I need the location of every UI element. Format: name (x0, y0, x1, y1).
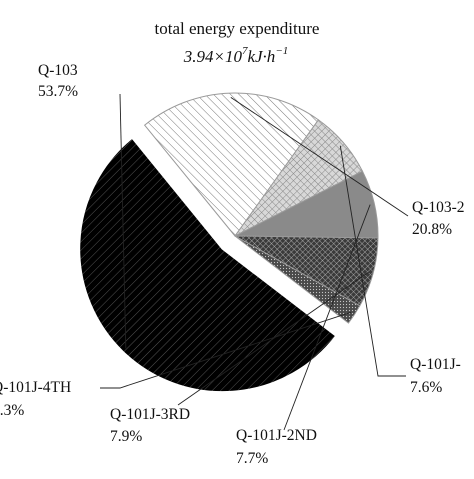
percent-q-101j-1st: 7.6% (410, 379, 442, 396)
leader-line-q-103 (119, 93, 127, 349)
pie-slice-q-103 (78, 137, 337, 393)
percent-q-103: 53.7% (38, 83, 78, 100)
subtitle-unit: kJ·h (247, 47, 275, 66)
percent-q-101j-3rd: 7.9% (110, 428, 142, 445)
chart-subtitle: 3.94×107kJ·h−1 (183, 45, 289, 66)
leader-line-q-103-2 (230, 96, 409, 217)
leader-line-q-101j-3rd (177, 271, 370, 406)
pie-slice-q-101j-4th (234, 235, 361, 324)
percent-q-101j-2nd: 7.7% (236, 450, 268, 467)
label-q-103: Q-103 (38, 62, 78, 79)
leader-lines (100, 93, 409, 431)
label-q-103-2: Q-103-2 (412, 199, 465, 216)
leader-line-q-101j-4th (100, 311, 351, 389)
label-q-101j-2nd: Q-101J-2ND (236, 427, 317, 444)
percent-q-101j-4th: 2.3% (0, 402, 24, 419)
leader-line-q-101j-2nd (283, 204, 371, 431)
chart-title: total energy expenditure (155, 19, 320, 38)
leader-line-q-101j-1st (339, 145, 406, 377)
subtitle-unit-exponent: −1 (275, 45, 288, 57)
label-q-101j-3rd: Q-101J-3RD (110, 406, 190, 423)
pie-slice-q-103-2 (143, 92, 320, 237)
label-q-101j-1st: Q-101J- (410, 356, 461, 373)
subtitle-coefficient: 3.94×10 (183, 47, 243, 66)
percent-q-103-2: 20.8% (412, 221, 452, 238)
pie-slices (78, 92, 379, 393)
label-q-101j-4th: Q-101J-4TH (0, 379, 71, 396)
subtitle-exponent: 7 (242, 45, 248, 57)
